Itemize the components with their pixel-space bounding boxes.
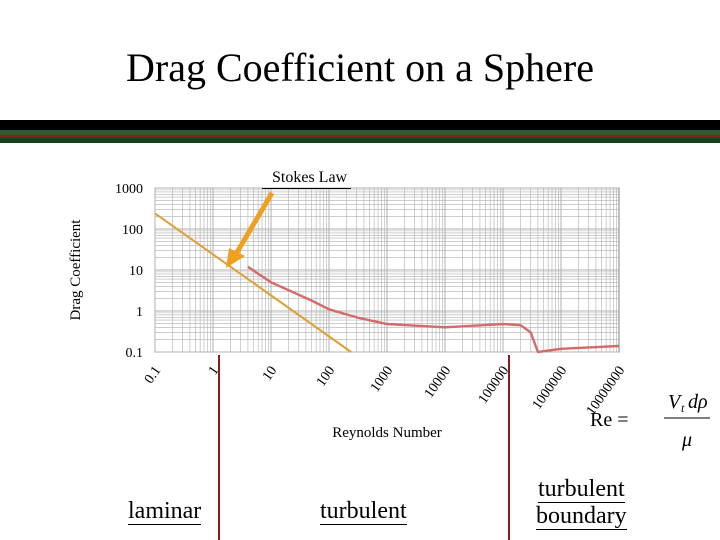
y-axis-title: Drag Coefficient <box>68 219 84 321</box>
x-tick-label: 100 <box>314 364 338 390</box>
title-divider-band <box>0 135 720 138</box>
stokes-law-line <box>154 212 352 353</box>
formula-numerator-v: V <box>668 391 683 413</box>
slide-title: Drag Coefficient on a Sphere <box>126 45 594 90</box>
regime-label-turbulent: turbulent <box>320 498 407 525</box>
x-tick-label: 100000 <box>476 364 512 407</box>
stokes-arrow-head <box>226 248 245 268</box>
title-divider-band <box>0 120 720 130</box>
stokes-arrow-shaft <box>233 191 275 256</box>
y-tick-label: 1 <box>136 305 143 320</box>
regime-divider <box>218 355 220 540</box>
x-tick-label: 0.1 <box>142 364 164 387</box>
formula-graphic: Re = V t dρ μ <box>590 391 710 451</box>
x-tick-label: 10 <box>260 364 280 384</box>
x-tick-label: 1000 <box>368 364 396 396</box>
title-divider-band <box>0 130 720 135</box>
y-tick-label: 100 <box>122 223 143 238</box>
stokes-law-annotation: Stokes Law <box>262 168 352 189</box>
regime-label-laminar: laminar <box>128 498 202 525</box>
regime-divider <box>508 355 510 540</box>
y-tick-label: 10 <box>129 264 143 279</box>
y-tick-label: 1000 <box>115 182 143 197</box>
y-tick-label: 0.1 <box>126 346 144 361</box>
formula-lhs: Re = <box>590 409 629 431</box>
formula-numerator-subscript: t <box>681 401 685 415</box>
regime-label-turbulent-boundary: turbulent boundary <box>536 476 627 530</box>
x-tick-label: 10000 <box>422 364 454 401</box>
x-axis-title: Reynolds Number <box>332 425 442 441</box>
formula-numerator-rest: dρ <box>688 391 708 413</box>
title-divider-band <box>0 138 720 143</box>
formula-denominator: μ <box>681 429 692 451</box>
x-tick-label: 1000000 <box>530 364 570 413</box>
drag-coefficient-curve <box>247 265 620 354</box>
